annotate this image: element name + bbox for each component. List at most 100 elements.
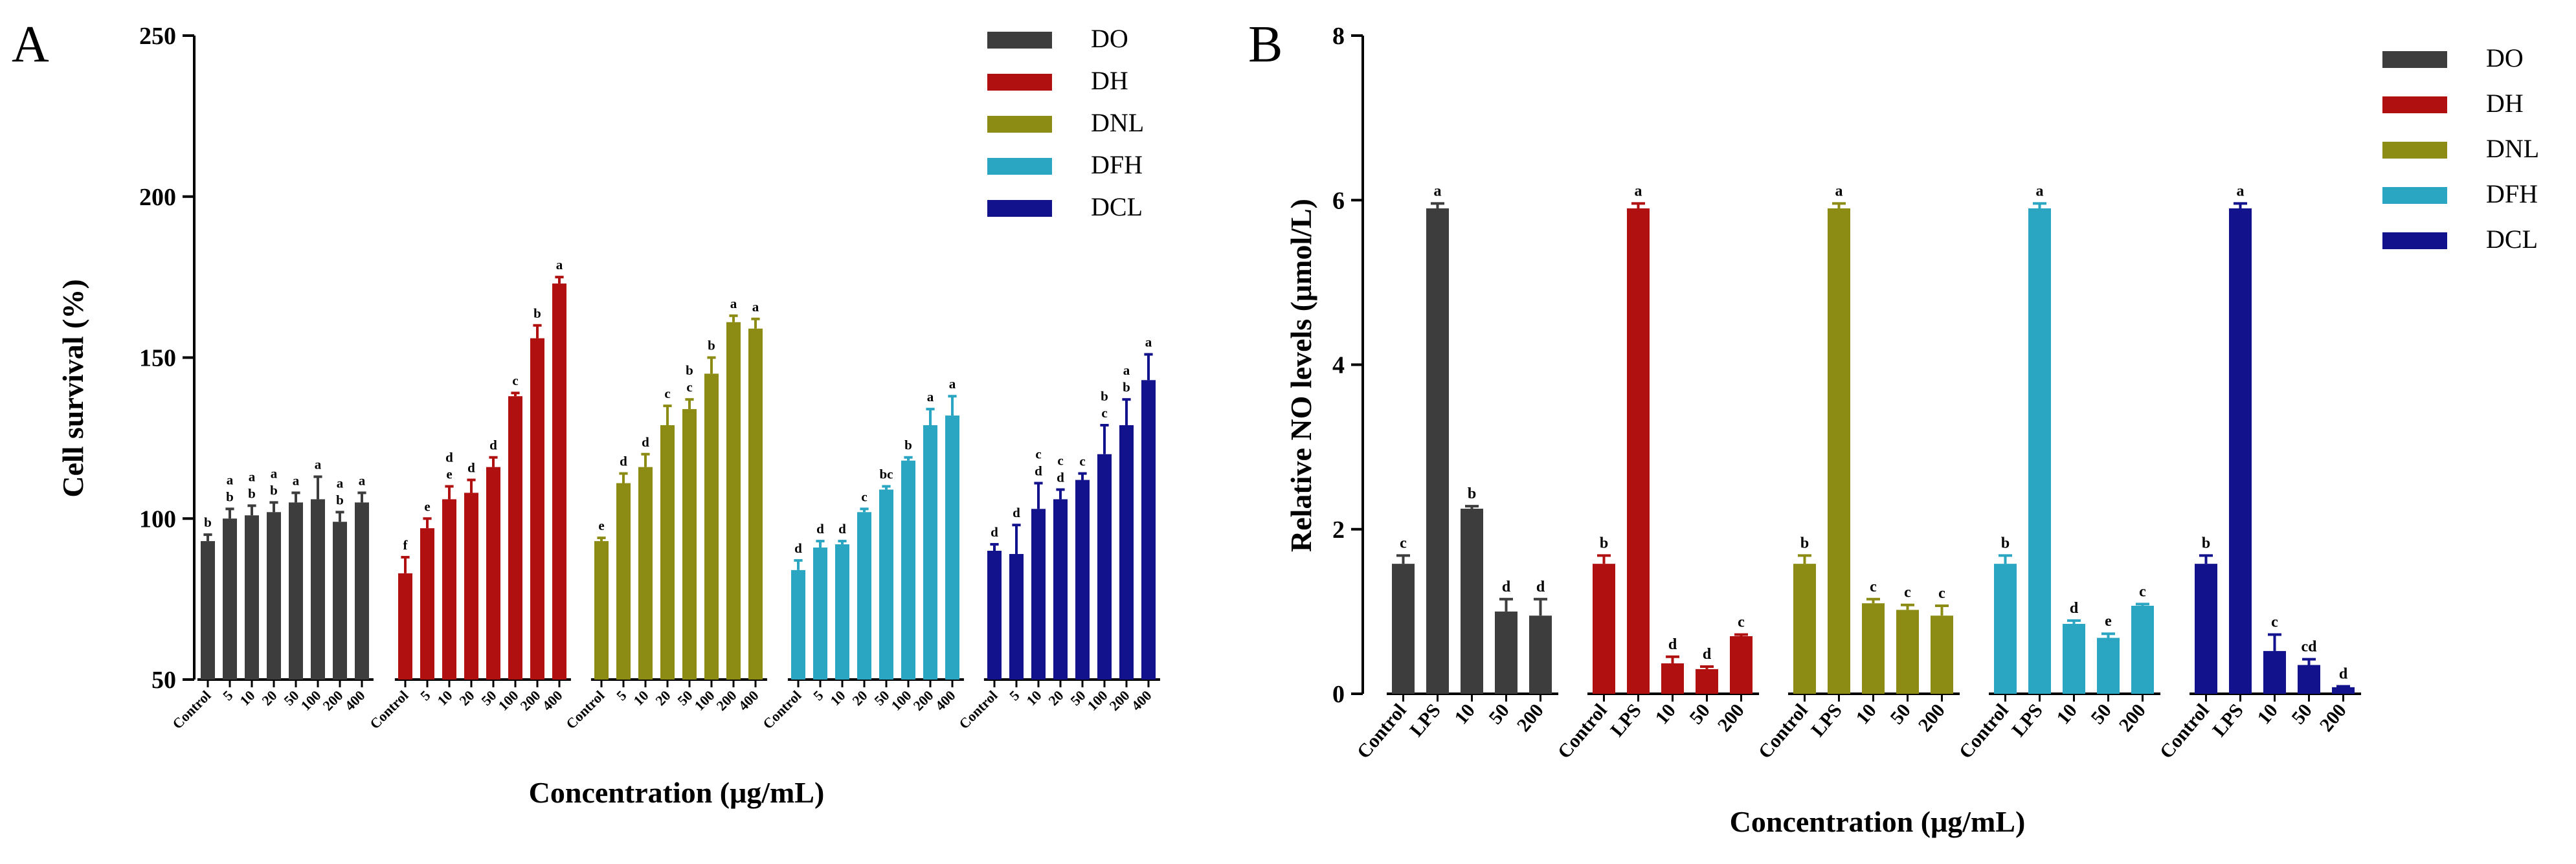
x-category-label: 50 bbox=[1067, 687, 1088, 709]
x-category-label: 10 bbox=[827, 687, 848, 709]
x-category-label: 10 bbox=[236, 687, 258, 709]
bar bbox=[201, 541, 215, 680]
legend-swatch bbox=[987, 74, 1052, 91]
x-category-label: 50 bbox=[2287, 700, 2316, 728]
bar bbox=[945, 415, 959, 680]
x-category-label: 10 bbox=[1651, 700, 1680, 728]
x-category-label: 400 bbox=[1128, 687, 1155, 714]
x-category-label: 50 bbox=[674, 687, 695, 709]
significance-letter: b bbox=[226, 489, 234, 504]
bar bbox=[704, 373, 719, 680]
legend-swatch bbox=[987, 116, 1052, 133]
legend-label: DCL bbox=[1091, 192, 1143, 221]
bar bbox=[2229, 208, 2252, 694]
bar bbox=[1031, 509, 1046, 680]
bar bbox=[1696, 669, 1718, 694]
x-category-label: 20 bbox=[1045, 687, 1066, 709]
x-category-label: 100 bbox=[298, 687, 324, 714]
x-category-label: 200 bbox=[517, 687, 544, 714]
significance-letter: d bbox=[445, 450, 453, 465]
x-category-label: 50 bbox=[1685, 700, 1714, 728]
significance-letter: bc bbox=[880, 467, 893, 482]
significance-letter: b bbox=[1468, 485, 1476, 502]
panel-a-legend: DO DH DNL DFH DCL bbox=[987, 24, 1144, 221]
significance-letter: d bbox=[1703, 646, 1712, 663]
significance-letter: d bbox=[2070, 600, 2079, 617]
x-category-label: 200 bbox=[1714, 700, 1749, 736]
bar bbox=[638, 467, 653, 680]
significance-letter: d bbox=[816, 521, 824, 537]
significance-letter: b bbox=[1800, 535, 1809, 551]
bar bbox=[2263, 650, 2286, 694]
x-category-label: 5 bbox=[810, 687, 826, 703]
y-tick-label: 2 bbox=[1332, 516, 1345, 544]
bar bbox=[879, 489, 893, 680]
x-category-label: 5 bbox=[613, 687, 629, 703]
legend-label: DFH bbox=[2486, 179, 2538, 208]
x-category-label: 20 bbox=[652, 687, 673, 709]
bar bbox=[442, 499, 456, 680]
legend-swatch bbox=[2382, 96, 2447, 113]
panel-b-x-axis-title: Concentration (μg/mL) bbox=[1730, 805, 2026, 838]
significance-letter: a bbox=[293, 472, 300, 488]
bar bbox=[1392, 564, 1415, 694]
bar bbox=[1529, 615, 1552, 694]
significance-letter: d bbox=[620, 454, 627, 469]
bar bbox=[398, 573, 412, 680]
x-category-label: 10 bbox=[1852, 700, 1881, 728]
x-category-label: Control bbox=[1353, 700, 1411, 762]
x-category-label: 50 bbox=[1886, 700, 1915, 728]
y-tick-label: 100 bbox=[139, 505, 176, 533]
significance-letter: b bbox=[270, 482, 278, 498]
legend-label: DFH bbox=[1091, 150, 1143, 179]
bar bbox=[2195, 564, 2217, 694]
significance-letter: c bbox=[1079, 454, 1085, 469]
x-category-label: 100 bbox=[1084, 687, 1111, 714]
bar bbox=[1793, 564, 1816, 694]
panel-a-x-axis-title: Concentration (μg/mL) bbox=[529, 776, 825, 809]
x-category-label: 50 bbox=[871, 687, 892, 709]
x-category-label: 400 bbox=[342, 687, 368, 714]
x-category-label: 400 bbox=[539, 687, 566, 714]
significance-letter: a bbox=[271, 465, 278, 481]
significance-letter: c bbox=[686, 379, 692, 395]
significance-letter: a bbox=[1635, 183, 1642, 199]
significance-letter: c bbox=[664, 386, 670, 401]
x-category-label: Control bbox=[759, 687, 804, 732]
significance-letter: c bbox=[1057, 452, 1063, 468]
bar bbox=[923, 425, 937, 680]
x-category-label: 200 bbox=[910, 687, 937, 714]
y-tick-label: 0 bbox=[1332, 681, 1345, 708]
significance-letter: a bbox=[315, 457, 322, 472]
legend-label: DNL bbox=[1091, 108, 1144, 137]
significance-letter: d bbox=[838, 521, 846, 537]
significance-letter: d bbox=[1536, 579, 1545, 595]
x-category-label: 10 bbox=[434, 687, 455, 709]
significance-letter: b bbox=[204, 515, 212, 530]
legend-swatch bbox=[2382, 51, 2447, 68]
significance-letter: b bbox=[708, 338, 715, 353]
x-category-label: 200 bbox=[1914, 700, 1949, 736]
bar bbox=[835, 544, 849, 680]
x-category-label: 100 bbox=[888, 687, 915, 714]
significance-letter: b bbox=[248, 485, 256, 501]
significance-letter: c bbox=[1870, 579, 1877, 595]
significance-letter: c bbox=[1035, 447, 1041, 462]
legend-swatch bbox=[987, 200, 1052, 217]
significance-letter: a bbox=[1835, 183, 1843, 199]
significance-letter: c bbox=[512, 373, 518, 388]
x-category-label: 20 bbox=[258, 687, 280, 709]
significance-letter: c bbox=[861, 489, 867, 504]
x-category-label: 10 bbox=[2052, 700, 2081, 728]
bar bbox=[1896, 610, 1919, 694]
x-category-label: LPS bbox=[1807, 700, 1846, 740]
bar bbox=[1730, 636, 1753, 694]
significance-letter: a bbox=[227, 472, 234, 487]
panel-b-plot: 0 2 4 6 8 c Control a LPS b 10 d 50 d 200 b Control a LPS d… bbox=[1332, 23, 2362, 763]
significance-letter: b bbox=[904, 438, 912, 453]
x-category-label: 50 bbox=[478, 687, 499, 709]
panel-b-legend: DO DH DNL DFH DCL bbox=[2382, 43, 2539, 254]
significance-letter: c bbox=[2271, 614, 2278, 630]
significance-letter: a bbox=[2237, 183, 2245, 199]
